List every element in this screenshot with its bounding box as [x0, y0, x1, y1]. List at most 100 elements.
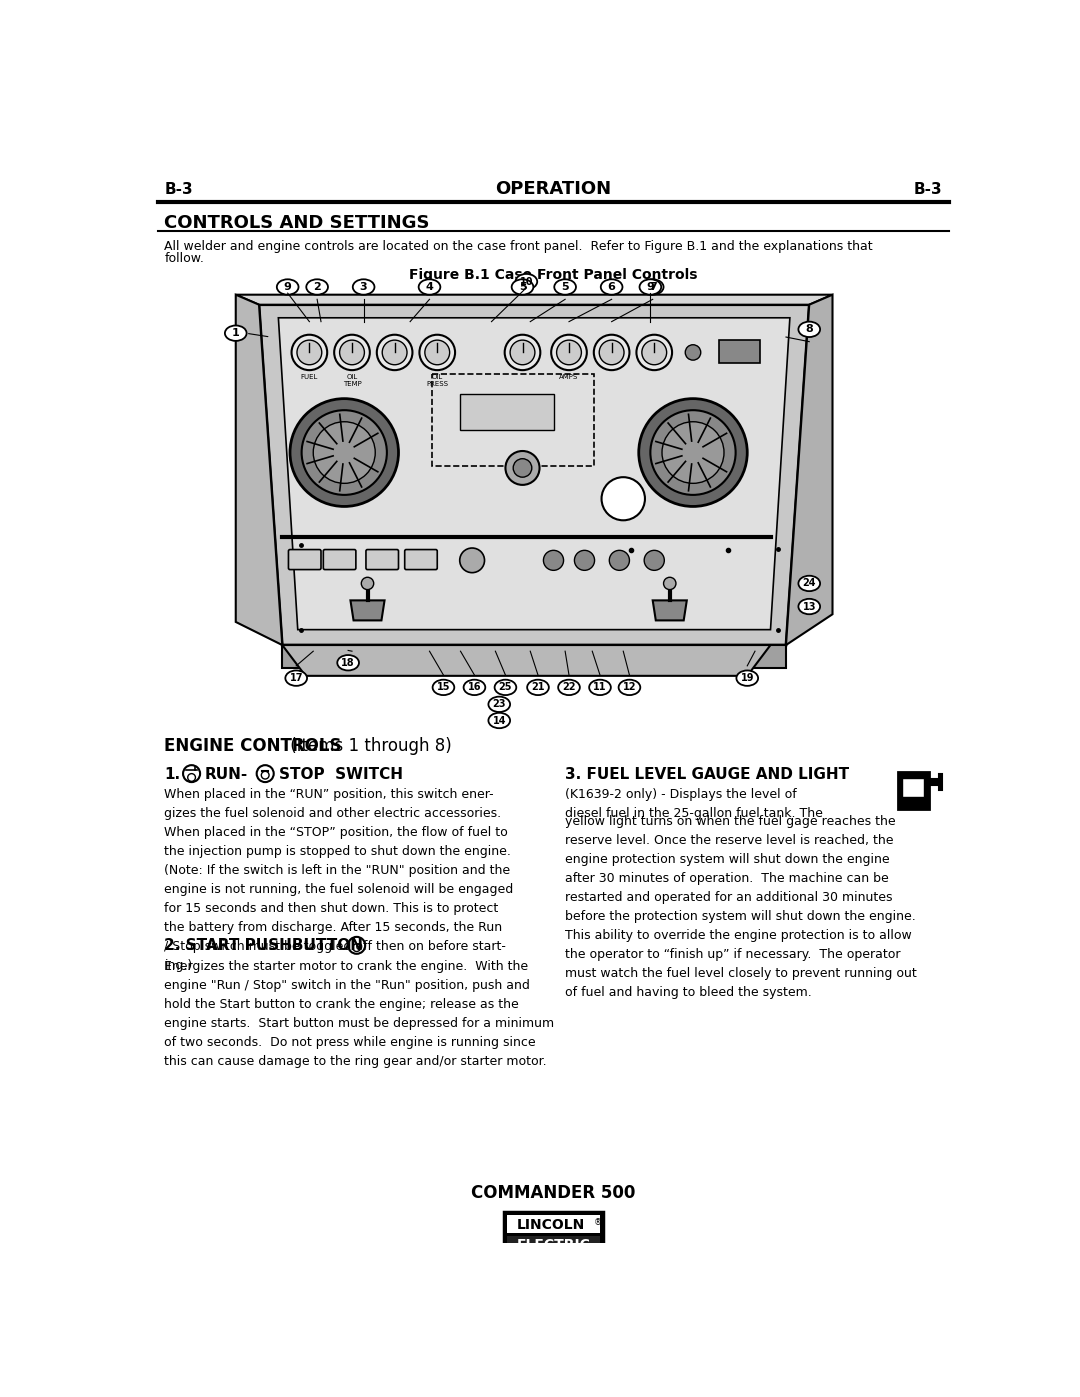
Text: (K1639-2 only) - Displays the level of
diesel fuel in the 25-gallon fuel tank. T: (K1639-2 only) - Displays the level of d…	[565, 788, 823, 820]
Ellipse shape	[527, 680, 549, 696]
Circle shape	[292, 335, 327, 370]
Ellipse shape	[590, 680, 611, 696]
Text: ®: ®	[594, 1218, 602, 1227]
Text: OPERATION: OPERATION	[496, 180, 611, 198]
Text: 15: 15	[436, 682, 450, 693]
Ellipse shape	[463, 680, 485, 696]
Circle shape	[419, 335, 455, 370]
Ellipse shape	[798, 599, 820, 615]
Ellipse shape	[642, 279, 663, 295]
FancyBboxPatch shape	[507, 1236, 600, 1255]
Text: 18: 18	[341, 658, 355, 668]
Ellipse shape	[337, 655, 359, 671]
Text: 4: 4	[426, 282, 433, 292]
Circle shape	[505, 451, 540, 485]
Ellipse shape	[488, 697, 510, 712]
Text: ENGINE CONTROLS: ENGINE CONTROLS	[164, 738, 342, 756]
Text: 13: 13	[802, 602, 816, 612]
Circle shape	[602, 478, 645, 520]
Text: CONTROLS AND SETTINGS: CONTROLS AND SETTINGS	[164, 214, 430, 232]
Polygon shape	[928, 774, 942, 789]
Text: AMPS: AMPS	[559, 374, 579, 380]
Circle shape	[334, 335, 369, 370]
Circle shape	[301, 411, 387, 495]
FancyBboxPatch shape	[902, 778, 924, 796]
Ellipse shape	[488, 712, 510, 728]
FancyBboxPatch shape	[288, 549, 321, 570]
Text: RUN-: RUN-	[205, 767, 248, 782]
Text: Figure B.1 Case Front Panel Controls: Figure B.1 Case Front Panel Controls	[409, 268, 698, 282]
Text: 9: 9	[284, 282, 292, 292]
Circle shape	[513, 458, 531, 478]
Text: OIL
TEMP: OIL TEMP	[342, 374, 362, 387]
Polygon shape	[282, 645, 770, 676]
Ellipse shape	[307, 279, 328, 295]
FancyBboxPatch shape	[366, 549, 399, 570]
Ellipse shape	[225, 326, 246, 341]
Text: ELECTRIC: ELECTRIC	[516, 1238, 591, 1252]
Circle shape	[362, 577, 374, 590]
Circle shape	[339, 339, 364, 365]
Text: 1.: 1.	[164, 767, 180, 782]
Circle shape	[599, 339, 624, 365]
Text: 2: 2	[313, 282, 321, 292]
Text: 6: 6	[608, 282, 616, 292]
Text: 3: 3	[360, 282, 367, 292]
Circle shape	[297, 339, 322, 365]
Polygon shape	[786, 295, 833, 645]
Circle shape	[575, 550, 595, 570]
Text: 17: 17	[289, 673, 303, 683]
Circle shape	[510, 339, 535, 365]
Text: yellow light turns on when the fuel gage reaches the
reserve level. Once the res: yellow light turns on when the fuel gage…	[565, 816, 917, 999]
Text: follow.: follow.	[164, 253, 204, 265]
Circle shape	[313, 422, 375, 483]
Polygon shape	[350, 601, 384, 620]
FancyBboxPatch shape	[897, 773, 929, 809]
FancyBboxPatch shape	[460, 394, 554, 430]
Ellipse shape	[619, 680, 640, 696]
Text: 5: 5	[562, 282, 569, 292]
Ellipse shape	[798, 321, 820, 337]
Circle shape	[543, 550, 564, 570]
Text: LINCOLN: LINCOLN	[516, 1218, 584, 1232]
Circle shape	[424, 339, 449, 365]
Text: 25: 25	[499, 682, 512, 693]
Text: Energizes the starter motor to crank the engine.  With the
engine "Run / Stop" s: Energizes the starter motor to crank the…	[164, 960, 554, 1067]
Text: 12: 12	[623, 682, 636, 693]
Circle shape	[663, 577, 676, 590]
Text: 14: 14	[492, 715, 507, 725]
Circle shape	[609, 550, 630, 570]
Polygon shape	[279, 317, 789, 630]
Ellipse shape	[558, 680, 580, 696]
Text: COMMANDER 500: COMMANDER 500	[471, 1185, 636, 1201]
Circle shape	[636, 335, 672, 370]
Polygon shape	[235, 295, 833, 305]
Circle shape	[504, 335, 540, 370]
Text: When placed in the “RUN” position, this switch ener-
gizes the fuel solenoid and: When placed in the “RUN” position, this …	[164, 788, 514, 972]
Polygon shape	[282, 645, 786, 668]
FancyBboxPatch shape	[719, 339, 759, 363]
Circle shape	[382, 339, 407, 365]
Circle shape	[594, 335, 630, 370]
Ellipse shape	[512, 279, 534, 295]
Ellipse shape	[737, 671, 758, 686]
Text: 10: 10	[519, 277, 534, 286]
Text: FUEL: FUEL	[300, 374, 319, 380]
Polygon shape	[652, 601, 687, 620]
Ellipse shape	[276, 279, 298, 295]
Circle shape	[377, 335, 413, 370]
Circle shape	[291, 398, 399, 507]
Text: 11: 11	[593, 682, 607, 693]
Ellipse shape	[639, 279, 661, 295]
Ellipse shape	[554, 279, 576, 295]
Circle shape	[662, 422, 724, 483]
Text: STOP  SWITCH: STOP SWITCH	[279, 767, 403, 782]
Text: All welder and engine controls are located on the case front panel.  Refer to Fi: All welder and engine controls are locat…	[164, 240, 873, 253]
Text: 22: 22	[563, 682, 576, 693]
Ellipse shape	[285, 671, 307, 686]
Text: 5: 5	[518, 282, 526, 292]
FancyBboxPatch shape	[507, 1215, 600, 1234]
Circle shape	[642, 339, 666, 365]
Text: B-3: B-3	[164, 182, 193, 197]
Text: 21: 21	[531, 682, 544, 693]
